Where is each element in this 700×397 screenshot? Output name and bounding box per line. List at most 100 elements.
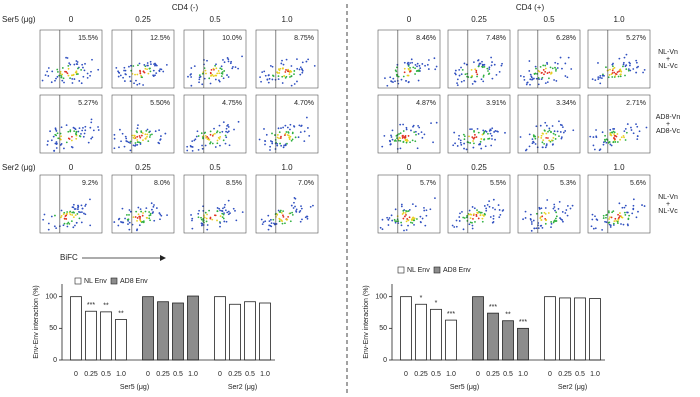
event-dot bbox=[46, 143, 49, 146]
event-dot bbox=[71, 146, 74, 149]
event-dot bbox=[153, 63, 155, 66]
event-dot bbox=[425, 209, 428, 212]
event-dot bbox=[159, 213, 162, 216]
event-dot bbox=[140, 221, 143, 224]
event-dot bbox=[405, 128, 408, 131]
event-dot bbox=[555, 220, 558, 222]
event-dot bbox=[146, 62, 149, 64]
bar bbox=[85, 310, 97, 361]
event-dot bbox=[472, 217, 474, 220]
event-dot bbox=[264, 140, 266, 142]
event-dot bbox=[593, 148, 596, 151]
significance: * bbox=[420, 295, 423, 302]
dose-header: 0.25 bbox=[471, 163, 487, 172]
event-dot bbox=[604, 220, 606, 223]
event-dot bbox=[539, 65, 542, 68]
event-dot bbox=[458, 216, 461, 218]
event-dot bbox=[73, 78, 76, 80]
event-dot bbox=[460, 73, 463, 76]
event-dot bbox=[409, 66, 411, 69]
event-dot bbox=[234, 66, 237, 68]
event-dot bbox=[548, 77, 550, 80]
event-dot bbox=[293, 125, 296, 128]
event-dot bbox=[468, 213, 470, 216]
event-dot bbox=[288, 138, 291, 141]
event-dot bbox=[534, 137, 537, 140]
event-dot bbox=[224, 142, 227, 145]
event-dot bbox=[301, 69, 304, 72]
event-dot bbox=[528, 133, 531, 136]
event-dot bbox=[261, 71, 264, 74]
event-dot bbox=[557, 208, 560, 210]
event-dot bbox=[231, 67, 234, 70]
event-dot bbox=[493, 131, 496, 133]
event-dot bbox=[204, 211, 207, 214]
y-tick-label: 0 bbox=[383, 357, 387, 364]
significance: * bbox=[435, 300, 438, 307]
event-dot bbox=[87, 141, 90, 144]
event-dot bbox=[597, 78, 600, 80]
event-dot bbox=[282, 214, 284, 217]
event-dot bbox=[625, 53, 628, 56]
event-dot bbox=[90, 70, 92, 73]
event-dot bbox=[270, 222, 273, 225]
event-dot bbox=[136, 127, 139, 130]
event-dot bbox=[613, 220, 616, 223]
event-dot bbox=[605, 141, 608, 144]
event-dot bbox=[210, 69, 213, 71]
event-dot bbox=[553, 79, 555, 81]
flow-plot bbox=[377, 94, 441, 154]
event-dot bbox=[554, 138, 557, 140]
event-dot bbox=[159, 218, 161, 221]
event-dot bbox=[458, 74, 461, 77]
event-dot bbox=[623, 136, 625, 139]
event-dot bbox=[270, 225, 273, 228]
event-dot bbox=[545, 143, 548, 146]
event-dot bbox=[122, 76, 124, 79]
event-dot bbox=[278, 69, 281, 72]
event-dot bbox=[504, 131, 506, 134]
event-dot bbox=[42, 218, 45, 221]
gate-percent: 4.70% bbox=[294, 100, 314, 107]
event-dot bbox=[452, 144, 455, 147]
event-dot bbox=[200, 218, 203, 221]
event-dot bbox=[524, 210, 527, 213]
legend-label: AD8 Env bbox=[443, 267, 471, 274]
event-dot bbox=[266, 78, 269, 81]
event-dot bbox=[476, 73, 479, 76]
event-dot bbox=[113, 147, 116, 150]
event-dot bbox=[612, 62, 614, 65]
event-dot bbox=[79, 211, 82, 214]
event-dot bbox=[599, 82, 602, 85]
event-dot bbox=[145, 207, 148, 210]
event-dot bbox=[613, 135, 616, 137]
x-tick-label: 0.5 bbox=[431, 371, 441, 378]
event-dot bbox=[622, 134, 625, 137]
event-dot bbox=[75, 130, 78, 133]
event-dot bbox=[554, 217, 557, 220]
flow-plot bbox=[517, 94, 581, 154]
event-dot bbox=[289, 220, 292, 223]
flow-plot bbox=[111, 29, 175, 89]
event-dot bbox=[435, 121, 438, 124]
event-dot bbox=[119, 128, 121, 131]
event-dot bbox=[390, 214, 393, 217]
event-dot bbox=[473, 131, 475, 133]
event-dot bbox=[611, 72, 614, 74]
event-dot bbox=[200, 132, 203, 135]
event-dot bbox=[222, 139, 225, 142]
event-dot bbox=[61, 67, 64, 69]
event-dot bbox=[76, 61, 79, 63]
event-dot bbox=[481, 66, 484, 69]
event-dot bbox=[80, 69, 83, 71]
event-dot bbox=[541, 226, 544, 229]
event-dot bbox=[234, 209, 236, 212]
event-dot bbox=[226, 57, 229, 59]
event-dot bbox=[296, 58, 298, 61]
event-dot bbox=[55, 77, 57, 80]
event-dot bbox=[222, 217, 225, 220]
event-dot bbox=[69, 63, 72, 66]
event-dot bbox=[413, 223, 415, 226]
event-dot bbox=[139, 217, 141, 220]
event-dot bbox=[55, 227, 58, 230]
